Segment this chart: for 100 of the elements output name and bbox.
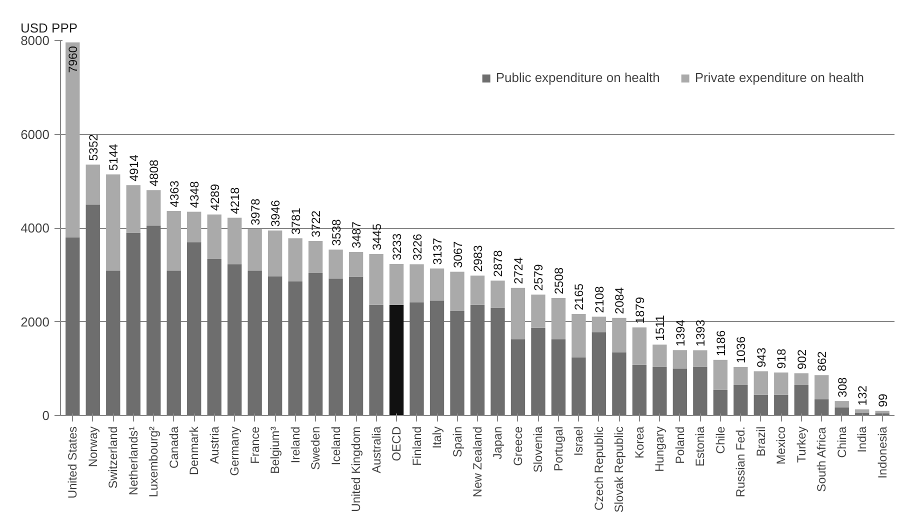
bar <box>652 366 667 416</box>
bar <box>410 264 424 303</box>
total-label: 2724 <box>511 257 526 284</box>
bar <box>207 258 222 416</box>
x-tick-label: Spain <box>450 426 464 458</box>
bar <box>348 276 364 416</box>
x-tick-label: Turkey <box>794 426 808 463</box>
total-label: 4348 <box>188 180 202 208</box>
x-tick-label: Denmark <box>187 426 202 476</box>
bar <box>572 314 586 358</box>
x-tick-label: Slovak Republic <box>612 426 626 513</box>
bar <box>713 360 728 390</box>
bar <box>268 230 282 276</box>
bar <box>288 281 302 416</box>
bar <box>774 372 788 395</box>
x-tick-label: OECD <box>390 426 404 462</box>
bar <box>146 190 161 226</box>
bar <box>410 302 424 416</box>
total-label: 943 <box>754 347 768 368</box>
x-tick-label: Indonesia <box>875 426 890 479</box>
x-tick-label: Russian Fed. <box>734 426 748 498</box>
bar <box>470 304 485 416</box>
x-tick-label: China <box>834 426 849 458</box>
x-tick-label: United States <box>66 426 80 499</box>
x-tick-label: New Zealand <box>470 426 484 498</box>
total-label: 2084 <box>612 287 627 314</box>
x-tick-label: Finland <box>410 426 424 466</box>
bar <box>490 308 505 416</box>
total-label: 3137 <box>430 238 445 265</box>
bar <box>450 310 464 416</box>
bar <box>612 352 626 416</box>
bar <box>693 366 708 416</box>
y-tick-label: 4000 <box>20 220 50 236</box>
bar <box>389 264 404 305</box>
bar <box>713 390 728 416</box>
total-label: 862 <box>815 350 830 372</box>
bar <box>754 394 768 416</box>
x-tick-label: Estonia <box>693 426 708 467</box>
y-tick-label: 8000 <box>20 33 50 48</box>
x-tick-label: Slovenia <box>531 426 546 473</box>
bar <box>814 399 829 416</box>
bar <box>328 250 343 279</box>
total-label: 3538 <box>329 218 344 246</box>
bar <box>632 364 647 416</box>
total-label: 5352 <box>86 134 100 161</box>
y-axis-title: USD PPP <box>20 20 78 36</box>
x-tick-label: Mexico <box>774 426 788 465</box>
bar <box>510 339 526 416</box>
bar <box>450 272 464 311</box>
total-label: 1879 <box>632 296 647 324</box>
bar <box>551 339 566 416</box>
bar <box>369 254 384 305</box>
x-tick-label: Portugal <box>551 426 566 472</box>
y-tick-label: 2000 <box>20 314 50 330</box>
x-tick-label: France <box>248 426 262 464</box>
bar <box>734 385 748 416</box>
bar <box>814 375 829 400</box>
bar <box>510 288 526 340</box>
total-label: 308 <box>835 376 850 398</box>
bar <box>166 270 181 416</box>
bar <box>632 327 647 365</box>
legend-label: Private expenditure on health <box>694 70 864 85</box>
bar <box>592 316 606 332</box>
bar <box>531 294 546 328</box>
bar <box>794 385 808 416</box>
x-tick-label: Italy <box>430 426 444 449</box>
bar <box>551 298 566 340</box>
bar <box>328 278 343 416</box>
x-tick-label: Canada <box>166 426 181 469</box>
y-tick-label: 6000 <box>20 126 50 142</box>
x-tick-label: Sweden <box>308 426 323 470</box>
total-label: 3946 <box>268 200 283 227</box>
total-label: 2878 <box>491 250 506 277</box>
total-label: 7960 <box>66 46 80 73</box>
bar <box>207 214 222 259</box>
x-tick-label: Greece <box>510 426 525 466</box>
total-label: 1393 <box>694 319 708 346</box>
bar <box>672 350 688 369</box>
total-label: 4363 <box>167 180 182 208</box>
bar <box>66 42 80 238</box>
bar <box>794 373 808 386</box>
bar <box>531 328 546 416</box>
bar <box>288 238 302 282</box>
bar <box>187 212 202 242</box>
total-label: 4914 <box>126 154 141 182</box>
total-label: 2165 <box>572 283 586 310</box>
bar <box>268 276 282 416</box>
total-label: 2508 <box>552 267 566 294</box>
x-tick-label: Iceland <box>328 426 343 466</box>
x-tick-label: Austria <box>207 426 222 464</box>
x-tick-label: Japan <box>490 426 505 460</box>
bar <box>734 366 748 386</box>
total-label: 1036 <box>734 336 748 364</box>
total-label: 3978 <box>248 198 262 226</box>
x-tick-label: Poland <box>672 426 687 464</box>
bar <box>248 229 262 271</box>
bar <box>430 268 444 301</box>
total-label: 2983 <box>471 244 485 272</box>
y-tick-label: 0 <box>42 408 50 423</box>
x-tick-label: Brazil <box>754 426 768 457</box>
